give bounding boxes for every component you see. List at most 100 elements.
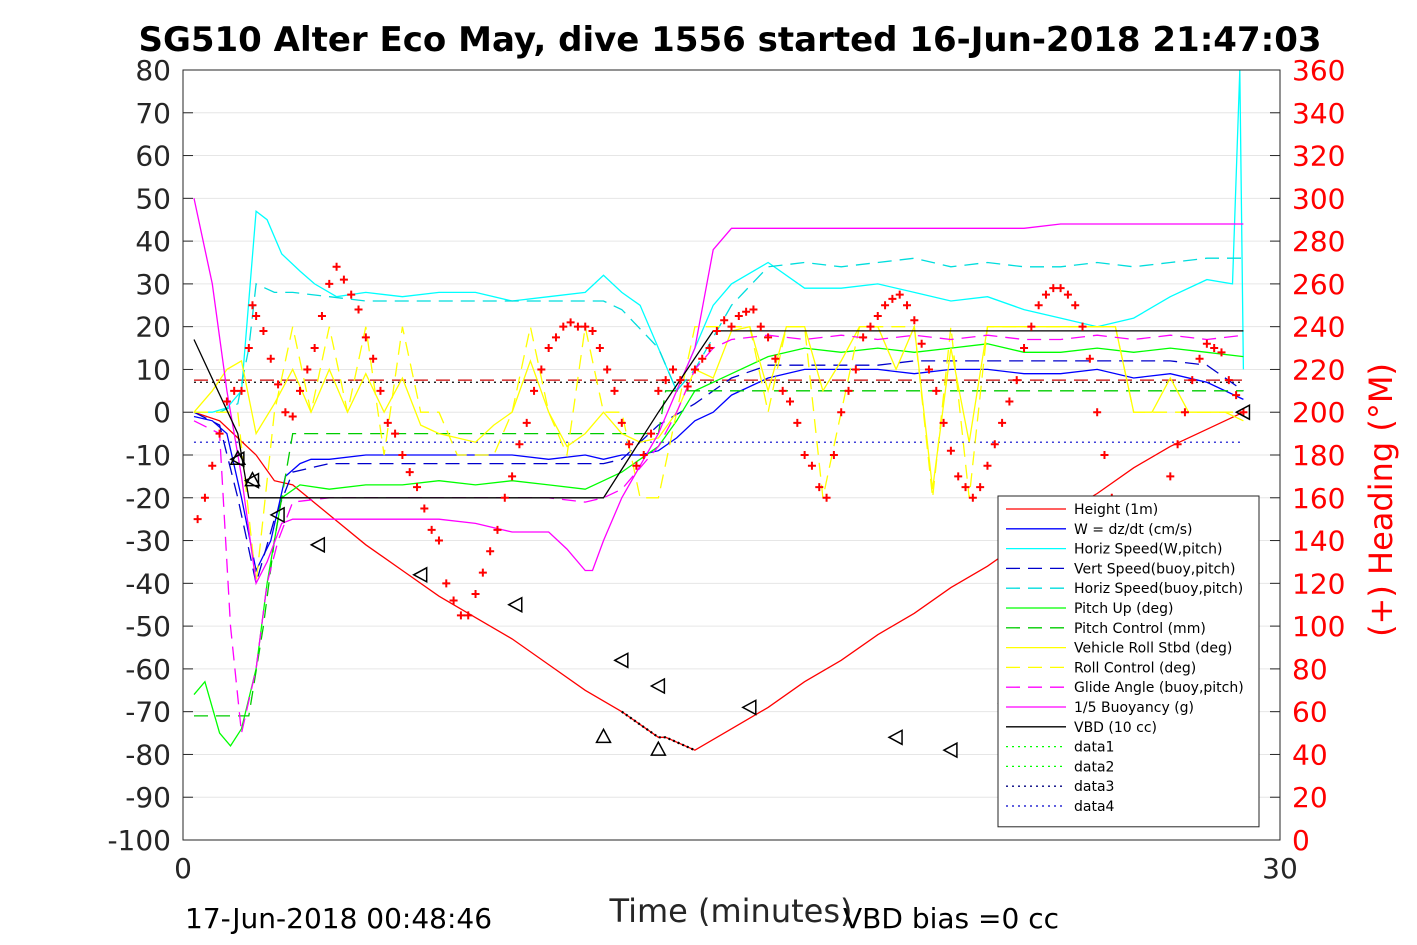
heading-point [252, 311, 261, 320]
right-y-tick-label: 120 [1292, 567, 1345, 600]
heading-point [734, 311, 743, 320]
heading-point [361, 333, 370, 342]
y-tick-label: -90 [125, 781, 171, 814]
x-axis-label: Time (minutes) [609, 892, 853, 930]
y-tick-label: -40 [125, 567, 171, 600]
series-line [193, 330, 1244, 499]
heading-point [961, 483, 970, 492]
heading-point [851, 365, 860, 374]
heading-point [383, 418, 392, 427]
heading-point [442, 579, 451, 588]
heading-point [822, 493, 831, 502]
heading-point [917, 339, 926, 348]
heading-point [471, 590, 480, 599]
heading-point [712, 326, 721, 335]
x-ticks: 0 30 [174, 830, 1298, 885]
heading-point [756, 322, 765, 331]
series-line [193, 343, 1244, 747]
heading-point [793, 418, 802, 427]
heading-point [215, 429, 224, 438]
triangle-up-marker [229, 449, 247, 466]
heading-point [413, 483, 422, 492]
legend-entry: 1/5 Buoyancy (g) [1074, 700, 1194, 716]
heading-point [1166, 472, 1175, 481]
y-tick-label: 80 [135, 54, 171, 87]
y-tick-label: -10 [125, 439, 171, 472]
heading-point [903, 301, 912, 310]
right-y-tick-label: 220 [1292, 353, 1345, 386]
heading-point [1005, 397, 1014, 406]
heading-point [588, 326, 597, 335]
series-line [194, 69, 1245, 413]
heading-point [690, 365, 699, 374]
y-tick-label: -80 [125, 738, 171, 771]
heading-point [954, 472, 963, 481]
series-line [194, 390, 1244, 717]
heading-point [193, 515, 202, 524]
heading-point [522, 418, 531, 427]
series-line [193, 198, 1244, 586]
heading-point [339, 275, 348, 284]
triangle-up-marker [244, 471, 261, 487]
triangle-left-marker [613, 652, 629, 669]
y-tick-label: 0 [153, 396, 171, 429]
heading-point [573, 322, 582, 331]
right-y-tick-label: 320 [1292, 140, 1345, 173]
legend-entry: VBD (10 cc) [1074, 720, 1157, 736]
right-y-tick-label: 40 [1292, 738, 1328, 771]
heading-point [449, 596, 458, 605]
heading-point [815, 483, 824, 492]
triangle-left-marker [741, 699, 757, 716]
triangle-up-marker [650, 740, 667, 756]
heading-point [1224, 376, 1233, 385]
heading-point [530, 386, 539, 395]
y-tick-label: -60 [125, 653, 171, 686]
y-tick-label: 40 [135, 225, 171, 258]
right-y-tick-label: 20 [1292, 781, 1328, 814]
heading-point [1217, 348, 1226, 357]
right-y-tick-label: 0 [1292, 824, 1310, 857]
heading-point [456, 611, 465, 620]
heading-point [764, 333, 773, 342]
chart-title: SG510 Alter Eco May, dive 1556 started 1… [138, 20, 1321, 60]
heading-point [581, 322, 590, 331]
heading-point [639, 451, 648, 459]
legend-entry: Glide Angle (buoy,pitch) [1074, 680, 1244, 696]
series-line [194, 257, 1244, 413]
heading-point [859, 333, 868, 342]
heading-point [208, 461, 217, 470]
series-line [193, 360, 1244, 584]
heading-point [248, 301, 257, 310]
heading-point [647, 429, 656, 438]
heading-point [500, 493, 509, 502]
x-tick-label: 0 [174, 852, 192, 885]
heading-point [427, 525, 436, 534]
y-tick-label: 50 [135, 182, 171, 215]
y-tick-label: -30 [125, 525, 171, 558]
triangle-left-marker [1234, 403, 1251, 421]
heading-point [325, 279, 334, 288]
triangle-up-marker [595, 727, 612, 744]
legend-entry: data4 [1074, 799, 1115, 815]
heading-point [274, 380, 283, 389]
heading-point [478, 568, 487, 577]
heading-point [603, 365, 612, 374]
heading-point [829, 451, 838, 459]
heading-point [946, 446, 955, 455]
reference-lines [193, 379, 1244, 443]
heading-point [749, 305, 758, 314]
heading-point [434, 536, 443, 545]
heading-point [1100, 451, 1109, 459]
heading-point [654, 386, 663, 395]
y-tick-label: 10 [135, 353, 171, 386]
legend-entry: Height (1m) [1074, 502, 1158, 518]
heading-point [1202, 339, 1211, 348]
heading-point [698, 354, 707, 363]
heading-point [1085, 354, 1094, 363]
heading-point [1180, 408, 1189, 417]
footer-vbd-bias: VBD bias =0 cc [843, 902, 1059, 935]
heading-point [705, 344, 714, 353]
triangle-left-marker [269, 506, 285, 524]
heading-point [1034, 301, 1043, 310]
